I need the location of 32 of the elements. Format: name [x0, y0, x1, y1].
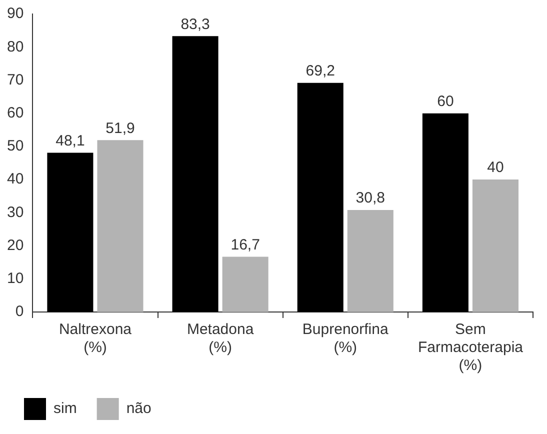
- legend-label: sim: [54, 400, 77, 418]
- bar: [172, 36, 218, 312]
- y-tick-label: 10: [6, 270, 24, 288]
- x-tick-label: Sem Farmacoterapia (%): [418, 321, 524, 374]
- bar: [422, 113, 468, 312]
- bar: [472, 180, 518, 312]
- bar: [222, 256, 268, 312]
- y-tick-label: 60: [6, 104, 24, 122]
- x-tick-label: Naltrexona (%): [58, 321, 132, 356]
- bar: [97, 140, 144, 312]
- y-tick-label: 70: [6, 71, 24, 88]
- y-tick-label: 40: [6, 170, 24, 188]
- data-label: 51,9: [106, 120, 135, 137]
- y-tick-label: 50: [6, 138, 24, 155]
- data-label: 16,7: [230, 236, 260, 254]
- bar: [47, 152, 94, 312]
- y-tick-label: 0: [15, 303, 24, 320]
- y-tick-label: 20: [6, 236, 24, 254]
- data-label: 40: [487, 159, 504, 176]
- y-tick-label: 90: [6, 5, 24, 22]
- data-label: 69,2: [306, 62, 335, 80]
- y-tick-label: 30: [6, 204, 24, 221]
- data-label: 60: [437, 92, 454, 110]
- bar: [347, 210, 394, 312]
- data-label: 30,8: [356, 190, 385, 207]
- y-tick-label: 80: [6, 38, 24, 56]
- x-tick-label: Buprenorfina (%): [302, 321, 389, 356]
- data-label: 83,3: [180, 16, 210, 33]
- data-label: 48,1: [56, 132, 85, 150]
- legend-label: não: [126, 400, 152, 418]
- bar: [297, 82, 344, 312]
- x-tick-label: Metadona (%): [186, 321, 254, 356]
